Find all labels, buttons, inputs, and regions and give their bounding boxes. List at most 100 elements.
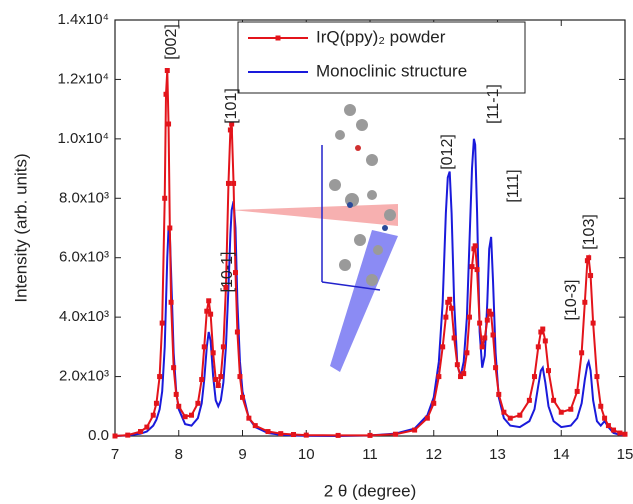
point-marker <box>278 431 284 437</box>
x-tick-label: 12 <box>425 446 442 463</box>
peak-annotation: [10-1] <box>219 252 236 293</box>
point-marker <box>218 374 224 380</box>
point-marker <box>150 412 156 418</box>
x-tick-label: 7 <box>111 446 119 463</box>
point-marker <box>167 225 173 231</box>
peak-annotation: [10-3] <box>563 280 580 321</box>
point-marker <box>138 429 143 435</box>
point-marker <box>490 332 496 338</box>
point-marker <box>458 374 464 380</box>
point-marker <box>449 305 455 311</box>
legend-marker <box>275 35 281 41</box>
point-marker <box>199 377 205 383</box>
point-marker <box>208 311 214 317</box>
point-marker <box>164 68 170 74</box>
point-marker <box>594 374 600 380</box>
point-marker <box>574 388 580 394</box>
peak-annotation: [101] <box>223 88 240 124</box>
point-marker <box>588 273 594 279</box>
legend-box <box>237 21 526 94</box>
point-marker <box>229 121 235 127</box>
peak-annotation: [103] <box>581 214 598 250</box>
peak-annotation: [012] <box>439 134 456 170</box>
point-marker <box>590 320 596 326</box>
point-marker <box>195 400 201 406</box>
point-marker <box>538 329 544 335</box>
point-marker <box>531 374 537 380</box>
point-marker <box>220 344 226 350</box>
point-marker <box>223 284 229 290</box>
point-marker <box>445 299 451 305</box>
point-marker <box>479 344 485 350</box>
point-marker <box>447 296 453 302</box>
point-marker <box>540 326 546 332</box>
point-marker <box>125 432 131 438</box>
point-marker <box>237 374 243 380</box>
point-marker <box>526 397 532 403</box>
point-marker <box>488 311 494 317</box>
point-marker <box>617 430 623 436</box>
peak-annotation: [002] <box>163 24 180 60</box>
point-marker <box>168 299 174 305</box>
x-tick-label: 14 <box>553 446 570 463</box>
x-tick-label: 9 <box>238 446 246 463</box>
point-marker <box>477 320 483 326</box>
peak-annotation: [111] <box>505 169 522 202</box>
inset-axis <box>321 281 381 291</box>
point-marker <box>234 329 240 335</box>
point-marker <box>605 423 611 429</box>
point-marker <box>558 409 564 415</box>
point-marker <box>367 432 373 438</box>
point-marker <box>166 121 172 127</box>
point-marker <box>163 91 169 97</box>
inset-plane <box>232 204 398 226</box>
inset-atoms <box>329 104 396 286</box>
point-marker <box>461 371 467 377</box>
point-marker <box>568 406 574 412</box>
x-tick-label: 13 <box>489 446 506 463</box>
point-marker <box>159 320 165 326</box>
legend-label: IrQ(ppy)₂ powder <box>316 27 446 46</box>
point-marker <box>303 432 309 438</box>
point-marker <box>252 423 258 429</box>
point-marker <box>472 243 478 249</box>
point-marker <box>484 317 490 323</box>
point-marker <box>551 397 557 403</box>
point-marker <box>486 308 492 314</box>
point-marker <box>265 429 271 435</box>
point-marker <box>225 180 231 186</box>
point-marker <box>598 403 604 409</box>
point-marker <box>157 374 163 380</box>
point-marker <box>206 298 212 304</box>
point-marker <box>231 180 237 186</box>
point-marker <box>611 427 617 433</box>
point-marker <box>622 431 628 437</box>
point-marker <box>454 362 460 368</box>
point-marker <box>176 403 182 409</box>
x-tick-label: 8 <box>175 446 183 463</box>
point-marker <box>496 391 502 397</box>
point-marker <box>586 255 592 261</box>
y-tick-label: 2.0x10³ <box>59 368 109 385</box>
point-marker <box>482 335 488 341</box>
y-axis-label: Intensity (arb. units) <box>11 153 30 302</box>
point-marker <box>246 415 252 421</box>
point-marker <box>162 195 168 201</box>
point-marker <box>210 350 216 356</box>
point-marker <box>215 382 221 388</box>
point-marker <box>189 412 194 418</box>
point-marker <box>201 344 207 350</box>
point-marker <box>240 394 245 400</box>
point-marker <box>474 267 480 273</box>
x-tick-label: 10 <box>298 446 315 463</box>
point-marker <box>393 431 398 437</box>
point-marker <box>535 344 541 350</box>
point-marker <box>542 338 548 344</box>
point-marker <box>171 365 177 371</box>
point-marker <box>451 335 457 341</box>
point-marker <box>213 377 219 383</box>
y-tick-label: 8.0x10³ <box>59 189 109 206</box>
y-tick-label: 6.0x10³ <box>59 249 109 266</box>
point-marker <box>464 350 470 356</box>
